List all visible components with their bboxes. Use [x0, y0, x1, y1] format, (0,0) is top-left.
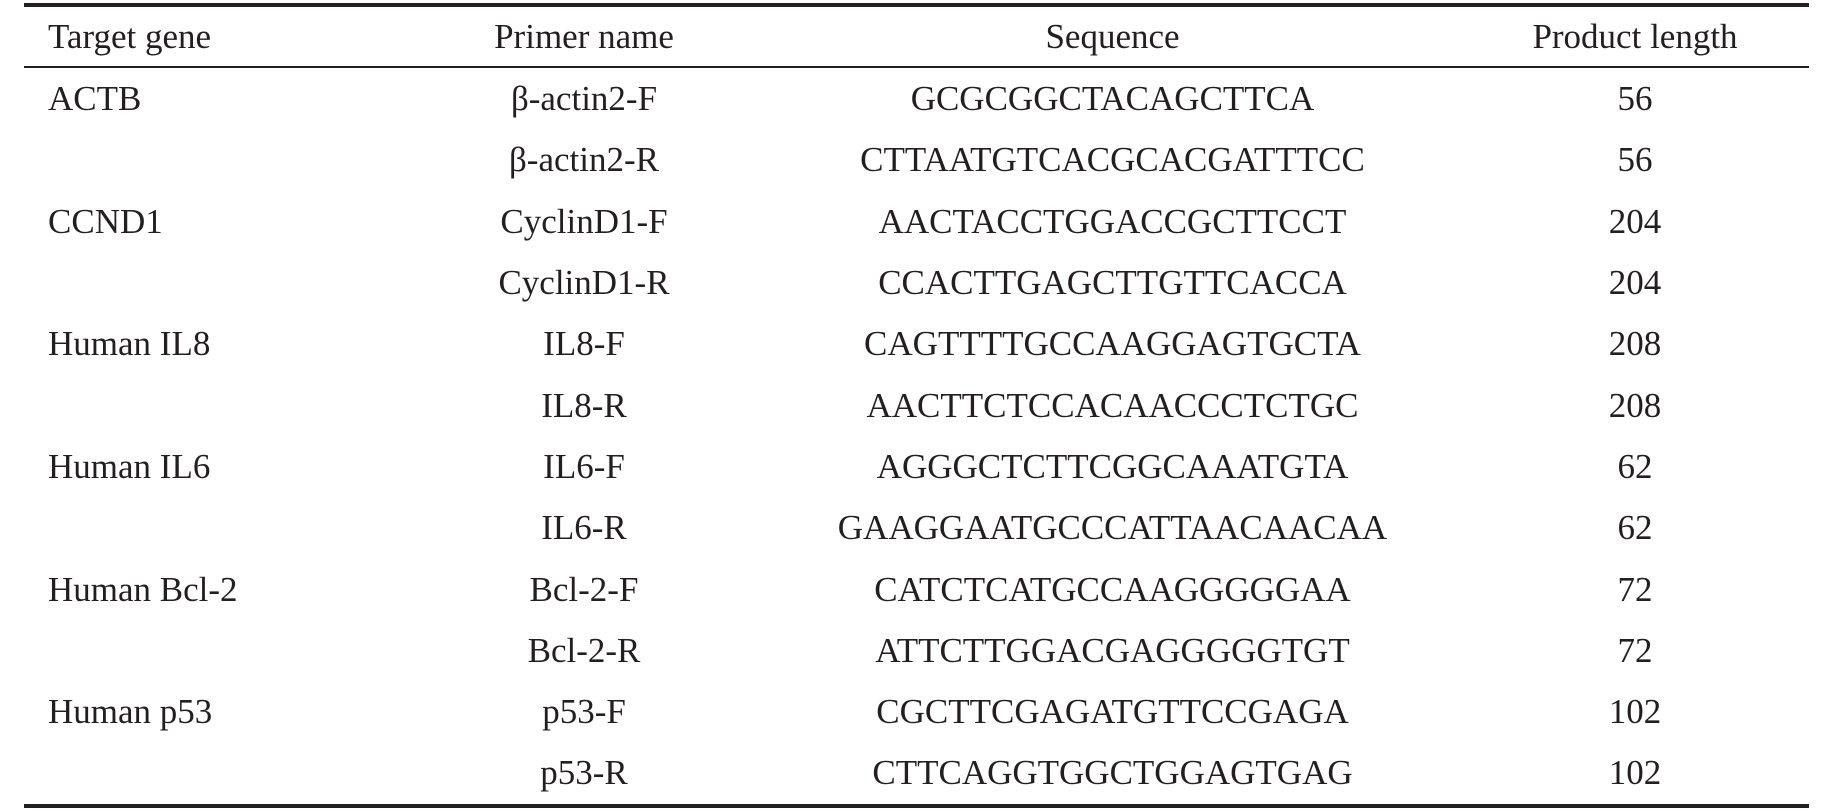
cell-target-gene: Human IL8 — [48, 324, 211, 364]
cell-product-length: 72 — [1617, 569, 1653, 609]
table-row: β-actin2-R CTTAATGTCACGCACGATTTCC 56 — [24, 129, 1809, 190]
cell-sequence: AACTTCTCCACAACCCTCTGC — [866, 385, 1359, 425]
primer-table-grid: Target gene Primer name Sequence Product… — [24, 7, 1809, 66]
table-row: Human IL6 IL6-F AGGGCTCTTCGGCAAATGTA 62 — [24, 436, 1809, 497]
table-row: p53-R CTTCAGGTGGCTGGAGTGAG 102 — [24, 742, 1809, 803]
cell-primer-name: IL6-F — [543, 446, 625, 486]
table-row: CyclinD1-R CCACTTGAGCTTGTTCACCA 204 — [24, 252, 1809, 313]
cell-target-gene — [24, 374, 404, 435]
cell-product-length: 56 — [1617, 140, 1653, 180]
table-row: Human p53 p53-F CGCTTCGAGATGTTCCGAGA 102 — [24, 681, 1809, 742]
cell-primer-name: CyclinD1-R — [498, 263, 670, 303]
cell-product-length: 72 — [1617, 630, 1653, 670]
cell-primer-name: Bcl-2-R — [527, 630, 641, 670]
table-row: Bcl-2-R ATTCTTGGACGAGGGGGTGT 72 — [24, 620, 1809, 681]
cell-target-gene: ACTB — [48, 79, 142, 119]
table-row: IL6-R GAAGGAATGCCCATTAACAACAA 62 — [24, 497, 1809, 558]
cell-primer-name: IL8-F — [543, 324, 625, 364]
cell-target-gene: Human IL6 — [48, 446, 211, 486]
cell-sequence: GCGCGGCTACAGCTTCA — [910, 79, 1315, 119]
cell-sequence: CAGTTTTGCCAAGGAGTGCTA — [864, 324, 1361, 364]
cell-primer-name: p53-F — [542, 692, 626, 732]
cell-target-gene — [24, 252, 404, 313]
cell-product-length: 102 — [1608, 692, 1662, 732]
cell-sequence: ATTCTTGGACGAGGGGGTGT — [875, 630, 1350, 670]
header-product-length: Product length — [1532, 17, 1738, 56]
cell-sequence: AGGGCTCTTCGGCAAATGTA — [876, 446, 1349, 486]
cell-primer-name: β-actin2-F — [510, 79, 658, 119]
header-target-gene: Target gene — [48, 17, 212, 56]
cell-sequence: CGCTTCGAGATGTTCCGAGA — [876, 692, 1349, 732]
cell-product-length: 208 — [1608, 324, 1662, 364]
cell-product-length: 102 — [1608, 753, 1662, 793]
cell-target-gene: CCND1 — [48, 201, 163, 241]
cell-target-gene — [24, 742, 404, 803]
cell-primer-name: β-actin2-R — [509, 140, 659, 180]
header-primer-name: Primer name — [494, 17, 674, 56]
table-top-rule — [24, 3, 1809, 7]
cell-target-gene — [24, 129, 404, 190]
cell-product-length: 62 — [1617, 508, 1653, 548]
table-row: Human IL8 IL8-F CAGTTTTGCCAAGGAGTGCTA 208 — [24, 313, 1809, 374]
header-sequence: Sequence — [1045, 17, 1180, 56]
cell-primer-name: Bcl-2-F — [529, 569, 639, 609]
cell-target-gene: Human p53 — [48, 692, 213, 732]
table-row: Human Bcl-2 Bcl-2-F CATCTCATGCCAAGGGGGAA 72 — [24, 558, 1809, 619]
table-bottom-rule — [24, 803, 1809, 808]
cell-sequence: CCACTTGAGCTTGTTCACCA — [878, 263, 1347, 303]
table-header: Target gene Primer name Sequence Product… — [24, 7, 1809, 66]
cell-product-length: 56 — [1617, 79, 1653, 119]
cell-primer-name: IL8-R — [541, 385, 627, 425]
table-row: CCND1 CyclinD1-F AACTACCTGGACCGCTTCCT 204 — [24, 191, 1809, 252]
cell-sequence: GAAGGAATGCCCATTAACAACAA — [837, 508, 1388, 548]
table-row: ACTB β-actin2-F GCGCGGCTACAGCTTCA 56 — [24, 68, 1809, 129]
cell-primer-name: IL6-R — [541, 508, 627, 548]
cell-sequence: AACTACCTGGACCGCTTCCT — [878, 201, 1347, 241]
cell-target-gene: Human Bcl-2 — [48, 569, 238, 609]
cell-primer-name: CyclinD1-F — [500, 201, 668, 241]
table-body: ACTB β-actin2-F GCGCGGCTACAGCTTCA 56 β-actin… — [24, 68, 1809, 804]
cell-product-length: 204 — [1608, 263, 1662, 303]
cell-target-gene — [24, 620, 404, 681]
table-header-rule — [24, 66, 1809, 68]
cell-product-length: 204 — [1608, 201, 1662, 241]
primer-table-body: ACTB β-actin2-F GCGCGGCTACAGCTTCA 56 β-actin… — [24, 68, 1809, 804]
table-row: IL8-R AACTTCTCCACAACCCTCTGC 208 — [24, 374, 1809, 435]
cell-sequence: CATCTCATGCCAAGGGGGAA — [874, 569, 1351, 609]
cell-sequence: CTTCAGGTGGCTGGAGTGAG — [872, 753, 1353, 793]
cell-product-length: 208 — [1608, 385, 1662, 425]
cell-product-length: 62 — [1617, 446, 1653, 486]
cell-target-gene — [24, 497, 404, 558]
cell-sequence: CTTAATGTCACGCACGATTTCC — [860, 140, 1365, 180]
cell-primer-name: p53-R — [540, 753, 628, 793]
header-row: Target gene Primer name Sequence Product… — [24, 7, 1809, 66]
primer-table: Target gene Primer name Sequence Product… — [24, 0, 1809, 808]
